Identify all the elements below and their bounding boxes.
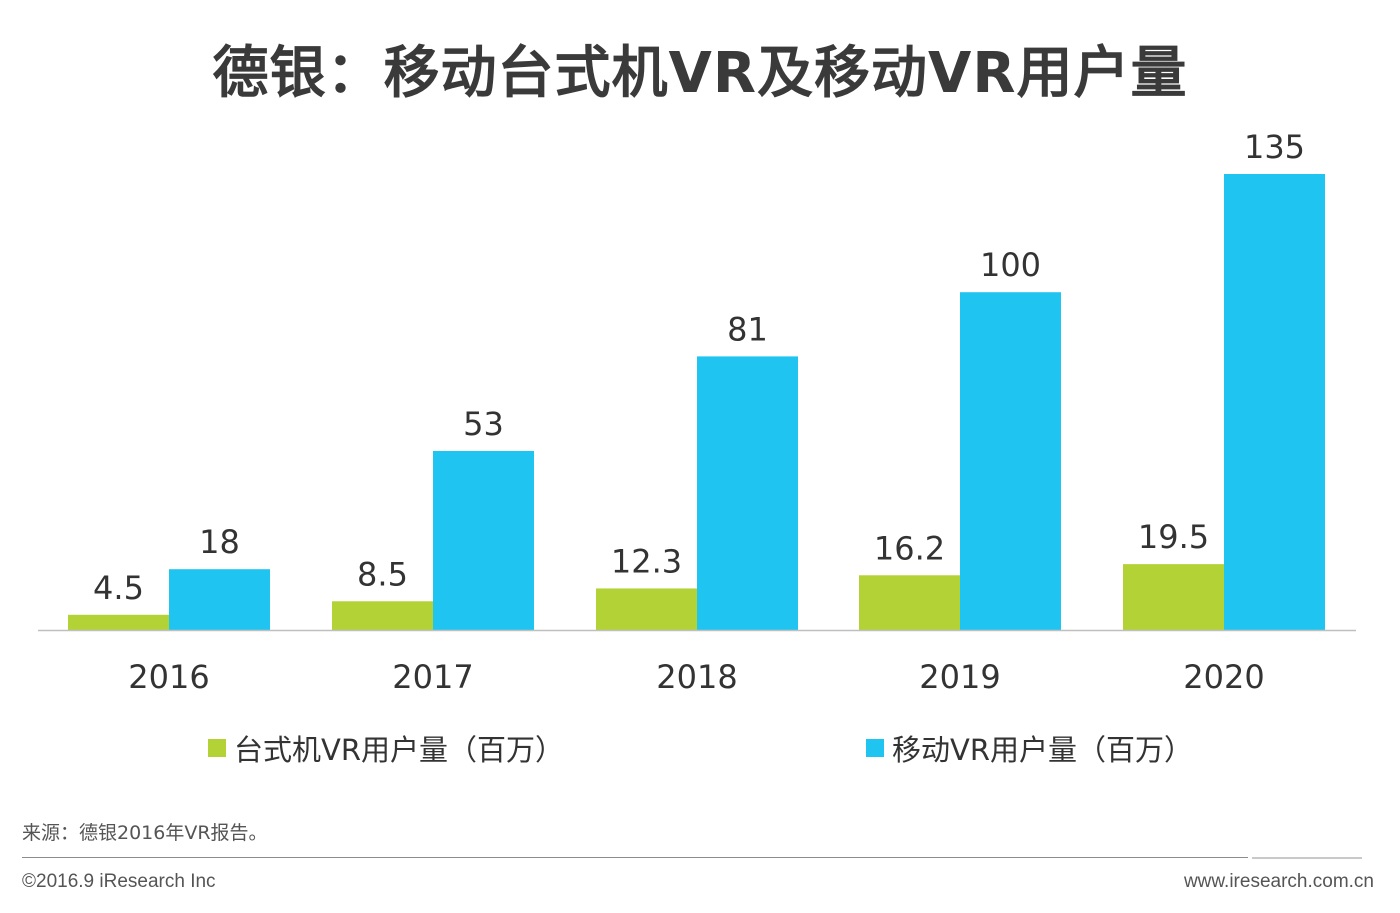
- data-label-desktop-vr-2017: 8.5: [357, 555, 408, 593]
- data-label-mobile-vr-2016: 18: [199, 523, 240, 561]
- legend-label-desktop-vr: 台式机VR用户量（百万）: [234, 733, 564, 767]
- copyright-text: ©2016.9 iResearch Inc: [22, 871, 216, 892]
- bar-mobile-vr-2020: [1224, 174, 1325, 630]
- bar-desktop-vr-2016: [68, 614, 169, 630]
- bar-desktop-vr-2017: [332, 601, 433, 630]
- legend-item-mobile-vr: 移动VR用户量（百万）: [866, 728, 1193, 768]
- bar-mobile-vr-2019: [960, 292, 1061, 630]
- chart-title: 德银：移动台式机VR及移动VR用户量: [212, 41, 1188, 106]
- bar-mobile-vr-2018: [697, 356, 798, 630]
- legend-swatch-desktop-vr: [208, 739, 226, 757]
- bar-desktop-vr-2020: [1123, 564, 1224, 630]
- legend-swatch-mobile-vr: [866, 739, 884, 757]
- x-tick-label-2018: 2018: [656, 658, 737, 696]
- x-tick-label-2017: 2017: [392, 658, 473, 696]
- data-label-mobile-vr-2020: 135: [1244, 128, 1305, 166]
- data-label-mobile-vr-2017: 53: [463, 405, 504, 443]
- x-tick-label-2020: 2020: [1183, 658, 1264, 696]
- legend-label-mobile-vr: 移动VR用户量（百万）: [892, 733, 1193, 767]
- bar-desktop-vr-2018: [596, 588, 697, 630]
- bar-mobile-vr-2016: [169, 569, 270, 630]
- data-label-desktop-vr-2018: 12.3: [611, 542, 682, 580]
- data-label-desktop-vr-2019: 16.2: [874, 529, 945, 567]
- data-label-desktop-vr-2020: 19.5: [1138, 518, 1209, 556]
- data-label-mobile-vr-2019: 100: [980, 246, 1041, 284]
- website-text: www.iresearch.com.cn: [1183, 871, 1374, 892]
- data-label-desktop-vr-2016: 4.5: [93, 569, 144, 607]
- x-tick-label-2016: 2016: [128, 658, 209, 696]
- source-note: 来源：德银2016年VR报告。: [22, 822, 268, 844]
- footer-divider: [22, 857, 1248, 858]
- legend-item-desktop-vr: 台式机VR用户量（百万）: [208, 728, 564, 768]
- x-tick-label-2019: 2019: [919, 658, 1000, 696]
- bar-mobile-vr-2017: [433, 450, 534, 630]
- data-label-mobile-vr-2018: 81: [727, 310, 768, 348]
- bar-desktop-vr-2019: [859, 575, 960, 630]
- footer-divider-accent: [1252, 857, 1362, 859]
